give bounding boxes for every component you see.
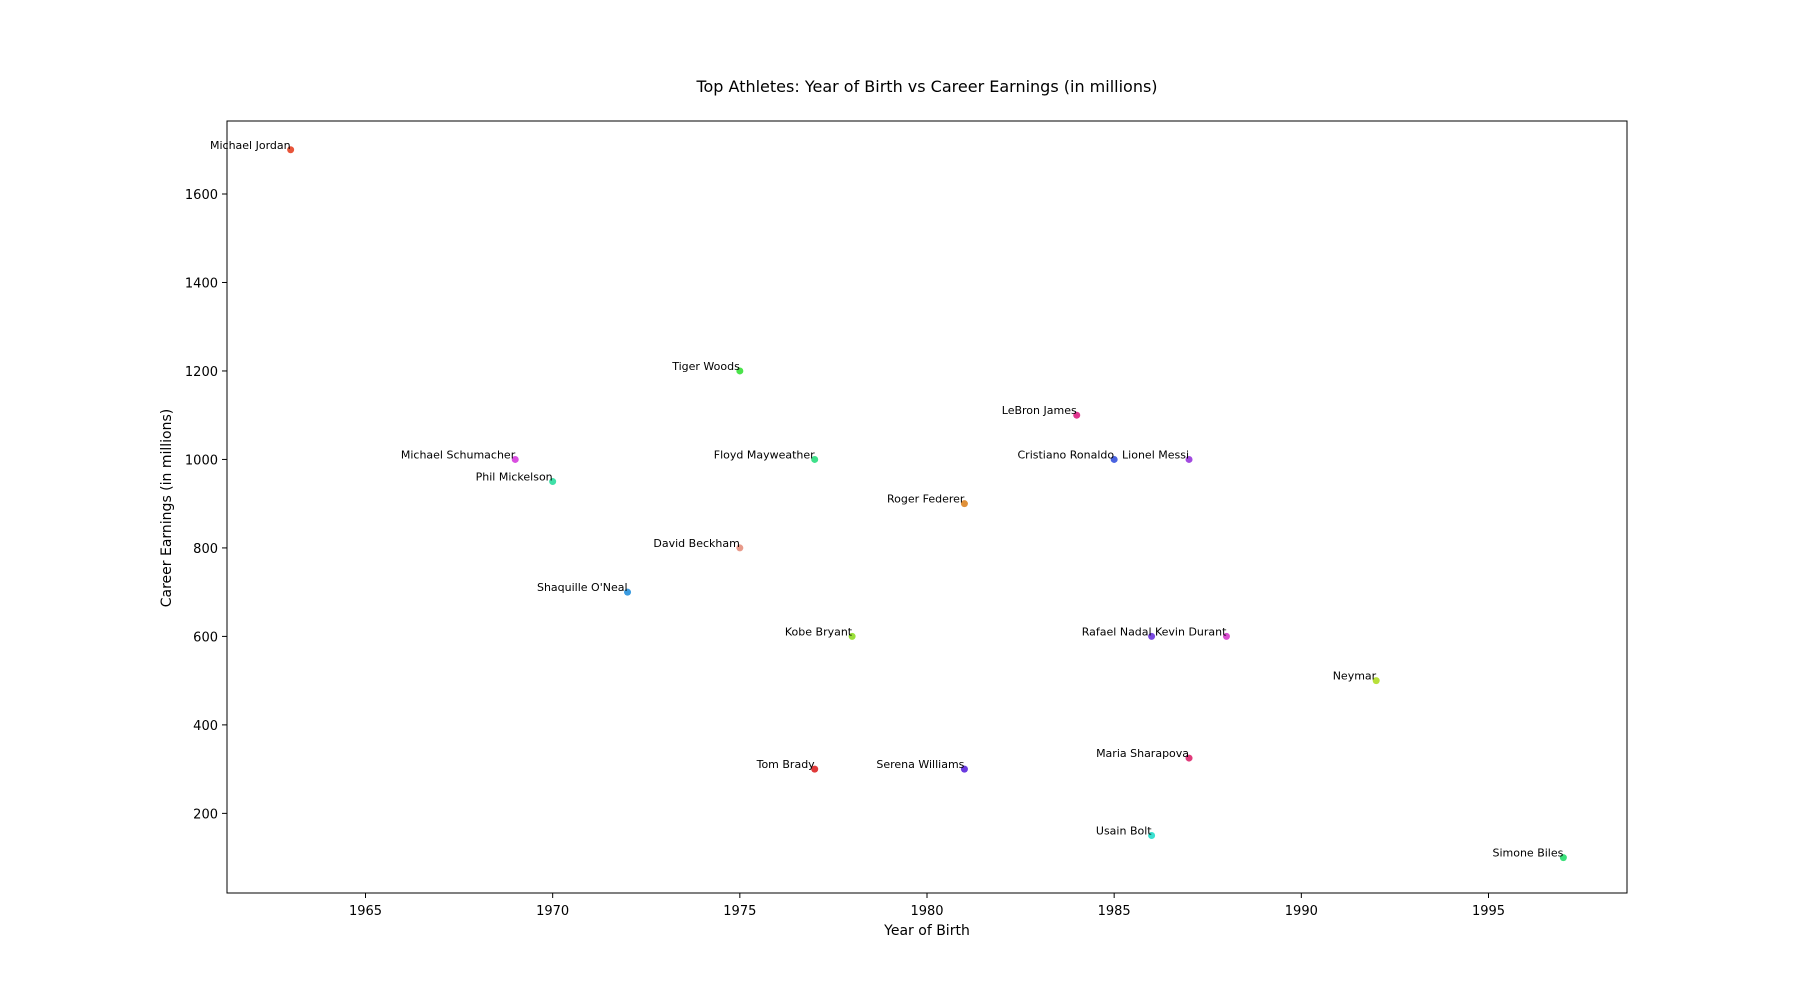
y-tick-label: 200 <box>193 807 218 822</box>
data-point-label: Kobe Bryant <box>785 625 853 638</box>
data-point[interactable] <box>1110 455 1118 463</box>
data-point[interactable] <box>549 478 557 486</box>
data-point[interactable] <box>736 367 744 375</box>
y-tick-label: 1200 <box>185 365 218 380</box>
data-point-label: David Beckham <box>653 537 739 550</box>
data-point[interactable] <box>811 765 819 773</box>
data-point[interactable] <box>624 588 632 596</box>
x-tick-label: 1995 <box>1472 904 1505 919</box>
x-tick-label: 1990 <box>1285 904 1318 919</box>
data-point-label: Michael Jordan <box>210 139 291 152</box>
data-point-label: Serena Williams <box>876 758 964 771</box>
x-tick-label: 1965 <box>349 904 382 919</box>
y-axis-label: Career Earnings (in millions) <box>159 409 175 608</box>
x-tick-label: 1970 <box>536 904 569 919</box>
plot-frame <box>226 120 1628 894</box>
y-tick-label: 1600 <box>185 188 218 203</box>
data-point-label: Tiger Woods <box>671 360 740 373</box>
data-point[interactable] <box>287 146 295 154</box>
data-point-label: Tom Brady <box>756 758 816 771</box>
data-point[interactable] <box>1148 632 1156 640</box>
y-tick-label: 1000 <box>185 453 218 468</box>
y-tick-label: 800 <box>193 542 218 557</box>
data-point-label: Floyd Mayweather <box>714 448 815 461</box>
data-point-label: Cristiano Ronaldo <box>1017 448 1114 461</box>
data-point[interactable] <box>1372 677 1380 685</box>
y-tick-label: 400 <box>193 719 218 734</box>
chart-title: Top Athletes: Year of Birth vs Career Ea… <box>695 77 1157 96</box>
x-tick-label: 1980 <box>910 904 943 919</box>
y-tick-label: 600 <box>193 630 218 645</box>
plot-layer: 1965 1970 1975 1980 1985 1990 1995 200 400 600 800… <box>185 120 1628 919</box>
data-point-label: Shaquille O'Neal <box>537 581 628 594</box>
x-tick-label: 1975 <box>723 904 756 919</box>
data-point[interactable] <box>848 632 856 640</box>
data-point-label: Usain Bolt <box>1096 824 1152 837</box>
data-point-label: Roger Federer <box>887 493 965 506</box>
data-point-label: Michael Schumacher <box>401 448 516 461</box>
y-tick-label: 1400 <box>185 276 218 291</box>
data-point-label: Simone Biles <box>1492 847 1563 860</box>
data-point-label: Rafael Nadal <box>1082 625 1152 638</box>
data-point[interactable] <box>960 765 968 773</box>
data-point[interactable] <box>736 544 744 552</box>
data-point[interactable] <box>1185 455 1193 463</box>
data-point[interactable] <box>1185 754 1193 762</box>
data-point[interactable] <box>1148 831 1156 839</box>
data-point[interactable] <box>1222 632 1230 640</box>
data-point-label: Maria Sharapova <box>1096 747 1189 760</box>
data-point-label: Kevin Durant <box>1155 625 1227 638</box>
data-point-label: LeBron James <box>1002 404 1077 417</box>
x-tick-label: 1985 <box>1098 904 1131 919</box>
data-point-label: Phil Mickelson <box>476 471 553 484</box>
data-point[interactable] <box>811 455 819 463</box>
data-point[interactable] <box>960 500 968 508</box>
x-axis-label: Year of Birth <box>883 923 970 939</box>
data-point[interactable] <box>511 455 519 463</box>
data-point[interactable] <box>1559 854 1567 862</box>
data-point-label: Neymar <box>1333 670 1377 683</box>
data-point-label: Lionel Messi <box>1122 448 1189 461</box>
data-point[interactable] <box>1073 411 1081 419</box>
